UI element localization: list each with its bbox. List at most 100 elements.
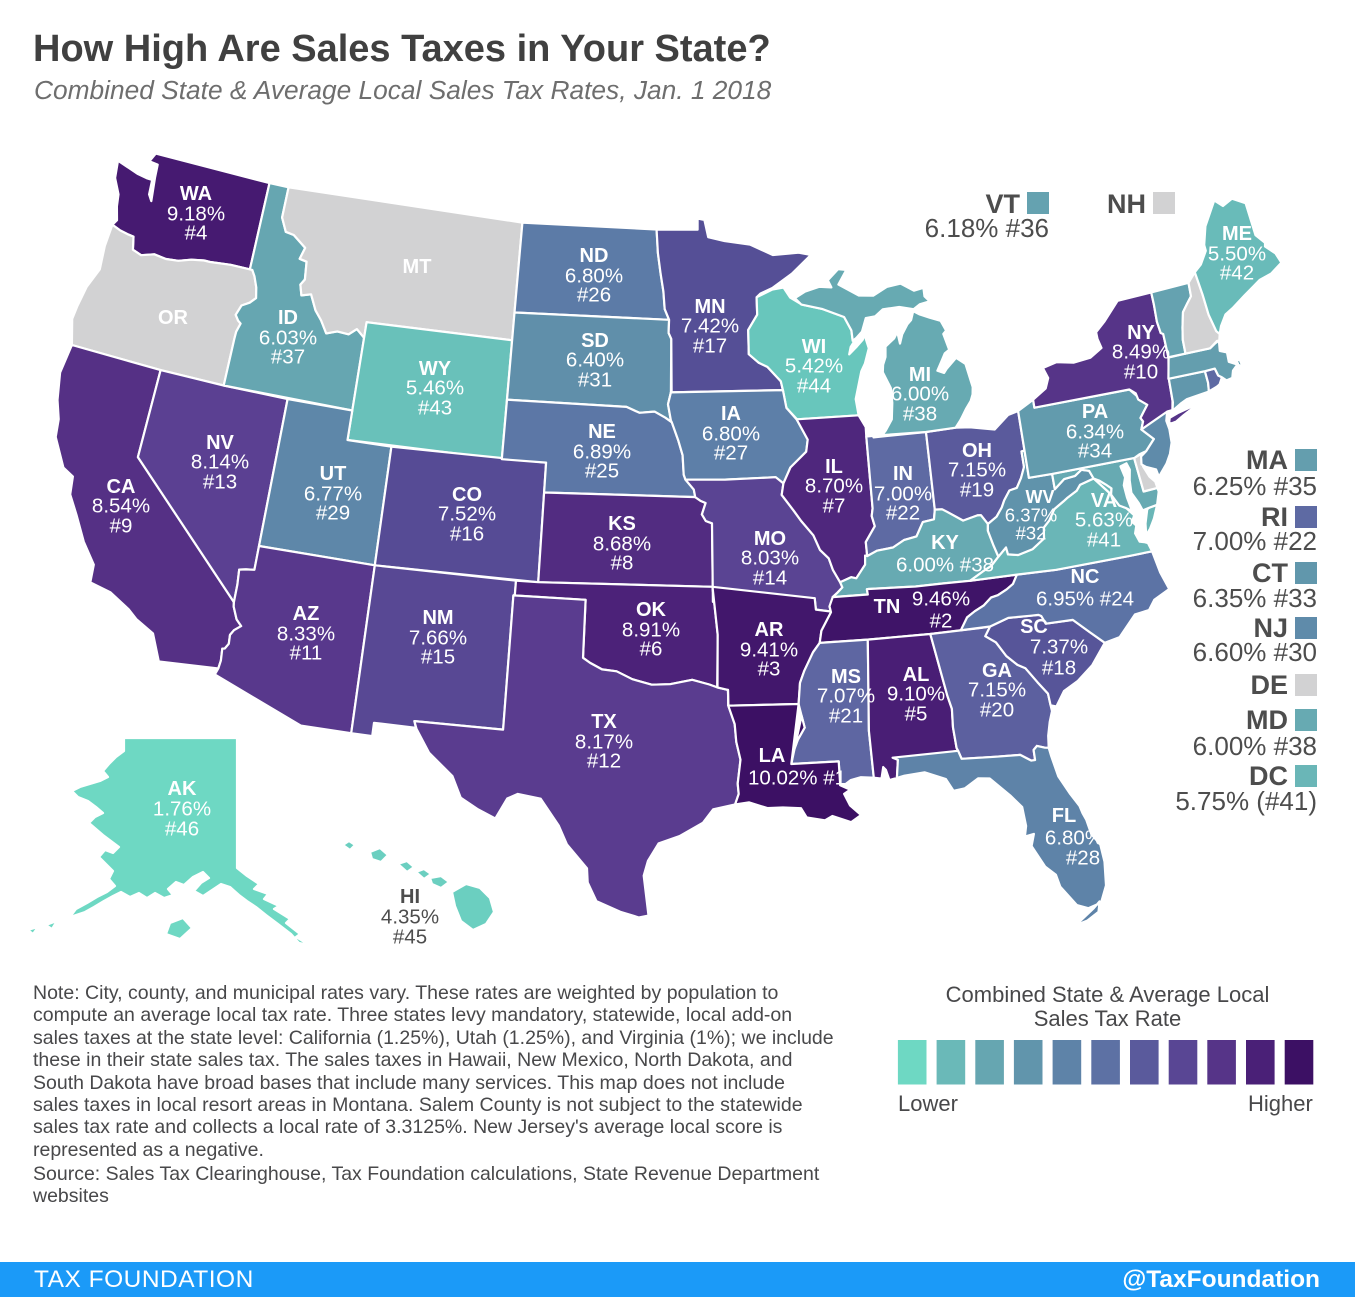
svg-text:6.34%: 6.34% (1066, 421, 1124, 444)
svg-text:GA: GA (982, 660, 1012, 682)
svg-text:6.37%: 6.37% (1005, 505, 1057, 526)
svg-text:TN: TN (874, 596, 901, 618)
svg-text:7.66%: 7.66% (409, 627, 467, 650)
svg-text:MN: MN (694, 296, 725, 318)
svg-text:6.00% #38: 6.00% #38 (896, 554, 994, 577)
svg-text:#25: #25 (585, 460, 619, 483)
svg-text:6.80%: 6.80% (1045, 827, 1103, 850)
svg-text:AR: AR (755, 619, 784, 641)
svg-text:WI: WI (802, 336, 826, 358)
svg-text:#16: #16 (450, 523, 484, 546)
svg-text:7.00%: 7.00% (874, 483, 932, 506)
svg-text:#46: #46 (165, 818, 199, 841)
svg-text:#37: #37 (271, 346, 305, 369)
svg-text:9.10%: 9.10% (887, 683, 945, 706)
svg-text:8.49%: 8.49% (1112, 341, 1170, 364)
svg-text:ND: ND (580, 245, 609, 267)
svg-text:DC: DC (1249, 761, 1288, 791)
svg-text:#3: #3 (758, 658, 781, 681)
svg-text:#29: #29 (316, 502, 350, 525)
svg-text:#41: #41 (1087, 529, 1121, 552)
svg-text:NH: NH (1107, 189, 1146, 219)
svg-text:7.37%: 7.37% (1030, 636, 1088, 659)
svg-text:OH: OH (962, 440, 992, 462)
svg-text:#26: #26 (577, 284, 611, 307)
svg-text:CT: CT (1252, 558, 1288, 588)
svg-text:9.18%: 9.18% (167, 203, 225, 226)
svg-text:#2: #2 (930, 610, 953, 633)
svg-text:MO: MO (754, 528, 786, 550)
svg-text:DE: DE (1250, 670, 1288, 700)
svg-text:ID: ID (278, 307, 298, 329)
svg-text:4.35%: 4.35% (381, 906, 439, 929)
svg-text:7.00% #22: 7.00% #22 (1193, 526, 1317, 556)
svg-text:6.00% #38: 6.00% #38 (1193, 731, 1317, 761)
svg-text:VT: VT (985, 189, 1020, 219)
svg-text:#21: #21 (829, 705, 863, 728)
svg-text:9.46%: 9.46% (912, 588, 970, 611)
svg-text:7.15%: 7.15% (948, 459, 1006, 482)
svg-text:5.42%: 5.42% (785, 355, 843, 378)
svg-text:WV: WV (1026, 487, 1055, 507)
svg-text:8.68%: 8.68% (593, 533, 651, 556)
svg-text:WY: WY (419, 358, 452, 380)
svg-text:#34: #34 (1078, 440, 1112, 463)
svg-text:MI: MI (909, 364, 931, 386)
svg-text:#27: #27 (714, 442, 748, 465)
svg-text:5.50%: 5.50% (1208, 243, 1266, 266)
svg-text:#42: #42 (1220, 262, 1254, 285)
svg-text:FL: FL (1052, 805, 1076, 827)
svg-text:SC: SC (1020, 616, 1048, 638)
svg-text:#4: #4 (185, 222, 208, 245)
svg-text:#22: #22 (886, 502, 920, 525)
svg-text:AZ: AZ (293, 603, 320, 625)
svg-text:ME: ME (1222, 223, 1252, 245)
svg-text:#38: #38 (903, 403, 937, 426)
svg-text:6.00%: 6.00% (891, 383, 949, 406)
svg-text:#5: #5 (905, 703, 928, 726)
svg-text:6.89%: 6.89% (573, 441, 631, 464)
svg-text:#43: #43 (418, 397, 452, 420)
svg-text:MS: MS (831, 666, 861, 688)
svg-text:CO: CO (452, 484, 482, 506)
svg-text:6.60% #30: 6.60% #30 (1193, 637, 1317, 667)
svg-text:AL: AL (903, 664, 930, 686)
svg-text:8.91%: 8.91% (622, 619, 680, 642)
svg-text:NM: NM (422, 607, 453, 629)
svg-text:IN: IN (893, 463, 913, 485)
svg-text:8.54%: 8.54% (92, 495, 150, 518)
svg-text:HI: HI (400, 886, 420, 908)
svg-text:SD: SD (581, 330, 609, 352)
svg-text:8.17%: 8.17% (575, 731, 633, 754)
svg-text:#15: #15 (421, 646, 455, 669)
svg-text:#13: #13 (203, 471, 237, 494)
svg-text:TX: TX (591, 711, 617, 733)
svg-text:1.76%: 1.76% (153, 798, 211, 821)
svg-text:6.18% #36: 6.18% #36 (925, 213, 1049, 243)
svg-text:#28: #28 (1066, 847, 1100, 870)
svg-text:#10: #10 (1124, 361, 1158, 384)
svg-text:#7: #7 (823, 495, 846, 518)
svg-text:8.03%: 8.03% (741, 547, 799, 570)
svg-text:OK: OK (636, 599, 667, 621)
svg-text:#11: #11 (290, 642, 323, 665)
svg-text:NJ: NJ (1253, 613, 1288, 643)
svg-text:9.41%: 9.41% (740, 639, 798, 662)
svg-text:5.46%: 5.46% (406, 377, 464, 400)
svg-text:CA: CA (107, 476, 136, 498)
svg-text:MD: MD (1246, 705, 1288, 735)
svg-text:#20: #20 (980, 699, 1014, 722)
svg-text:6.77%: 6.77% (304, 483, 362, 506)
svg-text:#9: #9 (110, 515, 133, 538)
svg-text:KS: KS (608, 513, 636, 535)
svg-text:7.42%: 7.42% (681, 315, 739, 338)
svg-text:MA: MA (1246, 445, 1288, 475)
svg-text:LA: LA (759, 745, 786, 767)
svg-text:8.33%: 8.33% (277, 623, 335, 646)
svg-text:6.25% #35: 6.25% #35 (1193, 471, 1317, 501)
svg-text:IL: IL (825, 456, 843, 478)
svg-text:#19: #19 (960, 479, 994, 502)
svg-text:NY: NY (1127, 322, 1155, 344)
svg-text:NV: NV (206, 432, 234, 454)
svg-text:#12: #12 (587, 750, 621, 773)
